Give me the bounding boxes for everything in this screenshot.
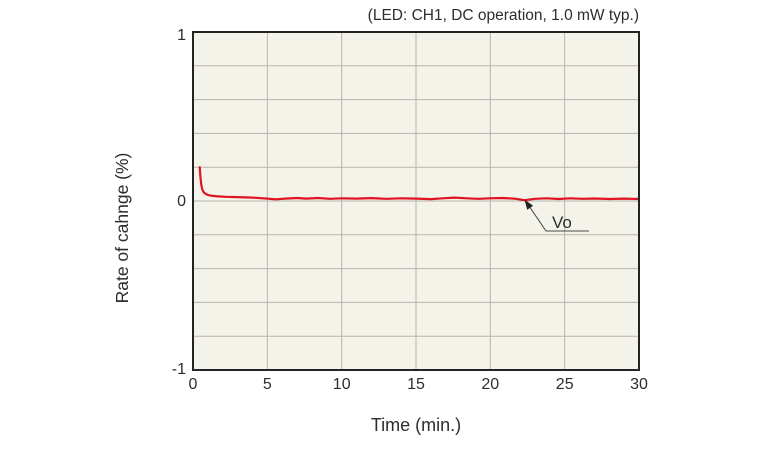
annotation-label: Vo (552, 213, 572, 232)
annotation-leader-line (526, 202, 589, 232)
y-axis-ticks: 1 0 -1 (172, 27, 186, 378)
x-axis-label: Time (min.) (371, 415, 461, 435)
y-axis-label: Rate of cahnge (%) (112, 153, 132, 304)
x-tick-30: 30 (630, 376, 648, 393)
x-tick-5: 5 (263, 376, 272, 393)
y-tick-0: 0 (177, 193, 186, 210)
gridlines (193, 32, 639, 370)
y-tick-1: 1 (177, 27, 186, 44)
x-tick-20: 20 (481, 376, 499, 393)
x-tick-0: 0 (189, 376, 198, 393)
x-tick-10: 10 (333, 376, 351, 393)
x-axis-ticks: 0 5 10 15 20 25 30 (189, 376, 648, 393)
series-line-vo (198, 166, 641, 202)
x-tick-25: 25 (556, 376, 574, 393)
annotation-vo: Vo (524, 199, 589, 232)
annotation-arrowhead-icon (524, 199, 534, 210)
plot-frame (192, 31, 640, 371)
chart-title: (LED: CH1, DC operation, 1.0 mW typ.) (368, 7, 639, 24)
y-tick-neg1: -1 (172, 361, 186, 378)
x-tick-15: 15 (407, 376, 425, 393)
